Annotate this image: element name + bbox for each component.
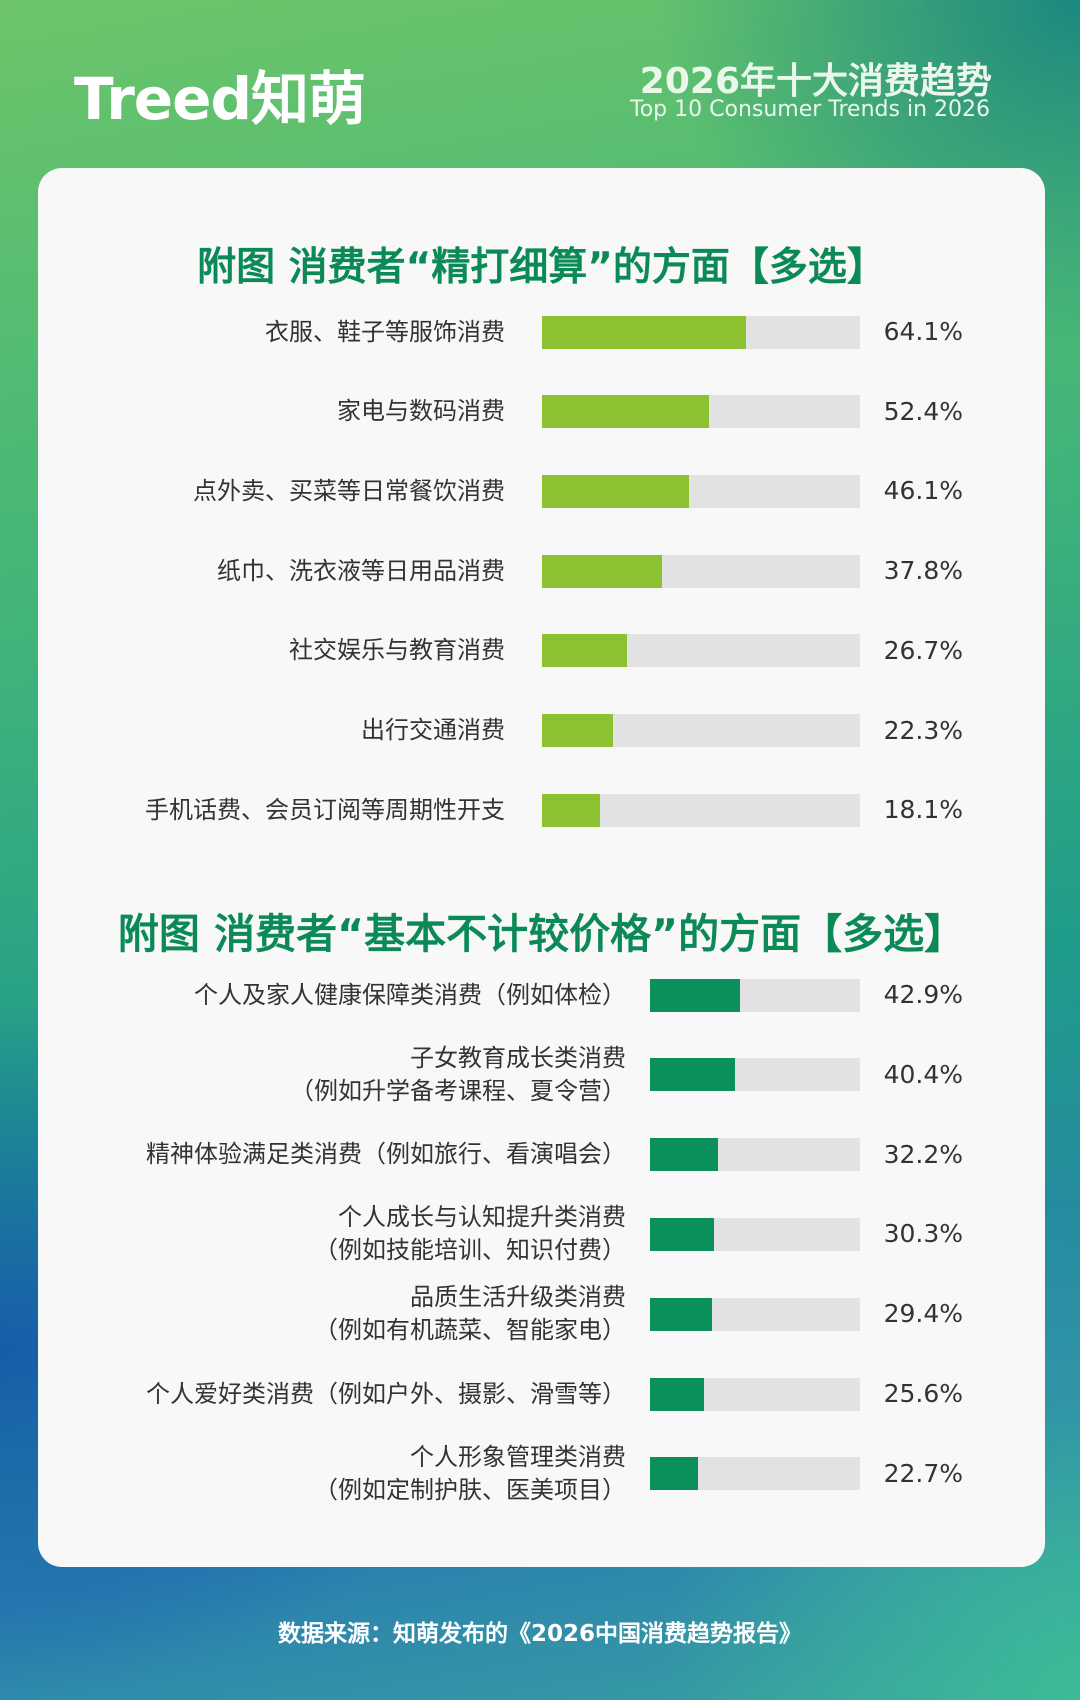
category-label: 子女教育成长类消费 （例如升学备考课程、夏令营） <box>290 1043 626 1105</box>
header-subtitle: Top 10 Consumer Trends in 2026 <box>630 97 990 122</box>
source: 数据来源：知萌发布的《2026中国消费趋势报告》 <box>277 1621 802 1647</box>
value-label: 32.2% <box>883 1139 963 1169</box>
category-label: 个人爱好类消费（例如户外、摄影、滑雪等） <box>146 1379 626 1408</box>
category-label: 个人成长与认知提升类消费 （例如技能培训、知识付费） <box>314 1203 626 1265</box>
value-label: 40.4% <box>883 1059 963 1089</box>
value-label: 52.4% <box>883 396 963 426</box>
value-label: 22.7% <box>883 1458 963 1488</box>
bar <box>650 1217 714 1251</box>
bar <box>542 315 746 349</box>
bar <box>650 1377 704 1411</box>
card <box>38 168 1045 1567</box>
bar <box>542 634 627 668</box>
logo: Treed知萌 <box>74 65 366 133</box>
value-label: 26.7% <box>883 635 963 665</box>
bar <box>542 474 689 508</box>
category-label: 衣服、鞋子等服饰消费 <box>265 317 505 346</box>
category-label: 个人形象管理类消费 （例如定制护肤、医美项目） <box>314 1442 626 1504</box>
category-label: 出行交通消费 <box>361 716 505 744</box>
value-label: 29.4% <box>883 1299 963 1329</box>
value-label: 42.9% <box>883 980 963 1009</box>
bar <box>542 714 613 747</box>
value-label: 64.1% <box>883 317 963 346</box>
bar <box>650 1138 718 1172</box>
bar <box>650 978 741 1012</box>
value-label: 46.1% <box>883 476 963 506</box>
bar <box>542 554 663 588</box>
value-label: 18.1% <box>883 795 963 825</box>
category-label: 家电与数码消费 <box>337 397 505 426</box>
bar <box>542 793 600 827</box>
value-label: 37.8% <box>883 556 963 586</box>
value-label: 25.6% <box>883 1379 963 1408</box>
chart-title: 附图 消费者“精打细算”的方面【多选】 <box>197 245 886 290</box>
bar <box>650 1058 735 1092</box>
chart-title: 附图 消费者“基本不计较价格”的方面【多选】 <box>117 910 966 958</box>
category-label: 点外卖、买菜等日常餐饮消费 <box>193 476 505 505</box>
category-label: 品质生活升级类消费 （例如有机蔬菜、智能家电） <box>314 1283 626 1345</box>
value-label: 30.3% <box>883 1219 963 1249</box>
header-title: 2026年十大消费趋势 <box>639 61 992 102</box>
category-label: 精神体验满足类消费（例如旅行、看演唱会） <box>146 1140 626 1169</box>
category-label: 社交娱乐与教育消费 <box>289 636 505 665</box>
category-label: 纸巾、洗衣液等日用品消费 <box>217 556 505 585</box>
bar <box>650 1457 698 1491</box>
bar <box>542 395 709 429</box>
bar <box>650 1297 712 1331</box>
category-label: 个人及家人健康保障类消费（例如体检） <box>194 980 626 1009</box>
value-label: 22.3% <box>883 715 963 745</box>
category-label: 手机话费、会员订阅等周期性开支 <box>145 795 505 824</box>
